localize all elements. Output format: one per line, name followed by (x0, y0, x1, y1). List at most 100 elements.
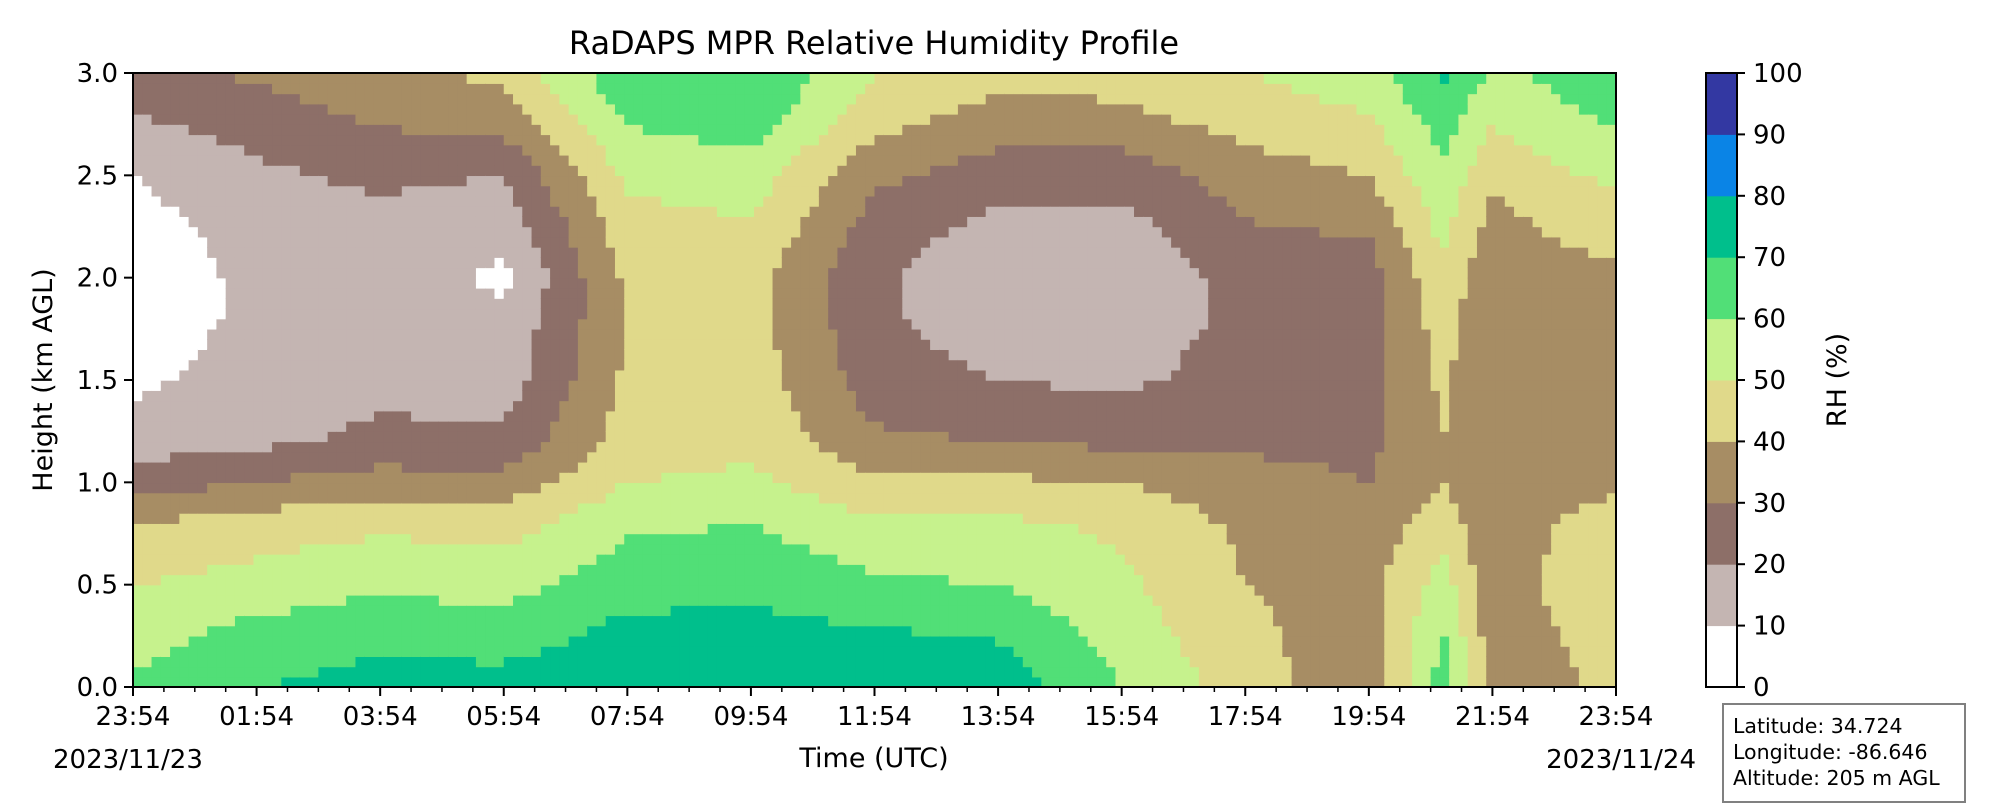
rh-cell (420, 513, 431, 524)
rh-cell (355, 380, 366, 391)
rh-cell (262, 185, 273, 197)
rh-cell (781, 318, 792, 330)
rh-cell (874, 584, 885, 596)
rh-cell (253, 594, 264, 606)
rh-cell (244, 339, 255, 350)
rh-cell (309, 635, 320, 647)
rh-cell (309, 451, 320, 463)
rh-cell (633, 451, 644, 463)
rh-cell (438, 83, 449, 95)
rh-cell (772, 308, 783, 320)
rh-cell (531, 124, 542, 136)
rh-cell (336, 380, 347, 391)
rh-cell (754, 533, 764, 545)
rh-cell (309, 246, 320, 258)
rh-cell (216, 216, 227, 228)
rh-cell (744, 165, 755, 177)
rh-cell (559, 676, 570, 687)
rh-cell (160, 646, 171, 657)
rh-cell (420, 533, 431, 545)
rh-cell (438, 574, 449, 586)
rh-cell (234, 318, 245, 330)
rh-cell (188, 308, 199, 320)
rh-cell (475, 676, 486, 687)
rh-cell (828, 615, 839, 627)
rh-cell (272, 83, 282, 95)
rh-cell (383, 564, 394, 576)
rh-cell (522, 666, 533, 678)
rh-cell (540, 380, 551, 391)
rh-cell (633, 482, 644, 494)
rh-cell (513, 676, 523, 687)
rh-cell (846, 594, 857, 606)
rh-cell (170, 328, 181, 340)
rh-cell (568, 236, 579, 248)
rh-cell (522, 441, 533, 453)
rh-cell (429, 359, 440, 371)
rh-cell (179, 83, 190, 95)
rh-cell (522, 339, 533, 350)
rh-cell (689, 492, 700, 504)
rh-cell (318, 420, 329, 432)
rh-cell (726, 83, 737, 95)
rh-cell (679, 216, 690, 228)
rh-cell (457, 461, 468, 473)
rh-cell (596, 83, 607, 95)
rh-cell (865, 206, 876, 217)
rh-cell (902, 676, 913, 687)
rh-cell (716, 431, 727, 443)
rh-cell (707, 195, 718, 207)
rh-cell (624, 676, 635, 687)
rh-cell (800, 523, 811, 535)
rh-cell (401, 523, 412, 535)
rh-cell (716, 277, 727, 289)
rh-cell (513, 656, 523, 668)
rh-cell (411, 574, 422, 586)
rh-cell (373, 165, 384, 177)
rh-cell (262, 175, 273, 187)
rh-cell (716, 451, 727, 463)
rh-cell (457, 124, 468, 136)
rh-cell (818, 328, 829, 340)
rh-cell (707, 380, 718, 391)
rh-cell (383, 615, 394, 627)
rh-cell (346, 73, 357, 84)
rh-cell (809, 390, 820, 402)
rh-cell (336, 625, 347, 637)
rh-cell (373, 472, 384, 484)
rh-cell (809, 206, 820, 217)
rh-cell (466, 574, 477, 586)
rh-cell (624, 154, 635, 166)
rh-cell (679, 339, 690, 350)
rh-cell (652, 103, 663, 115)
rh-cell (596, 134, 607, 146)
rh-cell (299, 287, 310, 299)
rh-cell (225, 246, 236, 258)
rh-cell (160, 461, 171, 473)
rh-cell (531, 410, 542, 422)
rh-cell (855, 431, 866, 443)
rh-cell (855, 461, 866, 473)
rh-cell (883, 543, 894, 555)
rh-cell (411, 83, 422, 95)
rh-cell (485, 73, 496, 84)
rh-cell (522, 380, 533, 391)
rh-cell (262, 543, 273, 555)
rh-cell (661, 339, 672, 350)
rh-cell (540, 369, 551, 381)
rh-cell (837, 543, 848, 555)
rh-cell (151, 451, 162, 463)
rh-cell (800, 543, 811, 555)
rh-cell (188, 277, 199, 289)
rh-cell (420, 553, 431, 565)
rh-cell (346, 400, 357, 412)
rh-cell (170, 553, 181, 565)
rh-cell (234, 339, 245, 350)
rh-cell (605, 482, 616, 494)
rh-cell (448, 513, 459, 524)
rh-cell (503, 287, 514, 299)
rh-cell (605, 257, 616, 269)
rh-cell (327, 257, 338, 269)
rh-cell (781, 124, 792, 136)
rh-cell (503, 185, 514, 197)
